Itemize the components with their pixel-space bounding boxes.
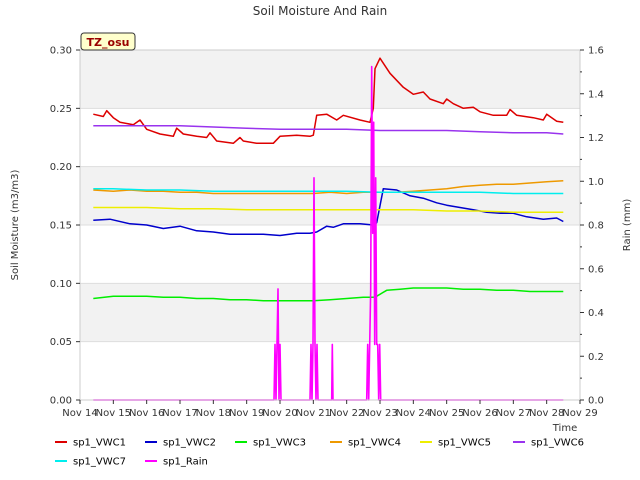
series-line-sp1-vwc6 xyxy=(93,125,564,135)
x-tick-label: Nov 16 xyxy=(129,408,164,419)
y2-tick-label: 1.2 xyxy=(588,133,604,144)
grid-band xyxy=(80,108,580,167)
grid-band xyxy=(80,341,580,400)
y2-tick-label: 0.2 xyxy=(588,352,604,363)
legend-label: sp1_VWC2 xyxy=(163,438,216,449)
series-line-sp1-vwc3 xyxy=(93,287,564,302)
legend-entry: sp1_VWC1 xyxy=(55,438,126,449)
legend-label: sp1_VWC6 xyxy=(531,438,584,449)
x-tick-label: Nov 27 xyxy=(496,408,531,419)
tag-box xyxy=(80,32,136,51)
x-tick-label: Nov 17 xyxy=(162,408,197,419)
legend-entry: sp1_VWC4 xyxy=(330,438,401,449)
grid-band xyxy=(80,283,580,342)
legend: sp1_VWC1 sp1_VWC2 sp1_VWC3 sp1_VWC4 sp1_VWC5… xyxy=(55,438,584,468)
y2-axis-ticks: 0.0 0.2 0.4 0.6 0.8 1.0 1.2 1.4 1.6 xyxy=(580,46,604,407)
legend-label: sp1_VWC5 xyxy=(438,438,491,449)
y-tick-label: 0.05 xyxy=(50,337,72,348)
legend-label: sp1_VWC4 xyxy=(348,438,401,449)
legend-entry: sp1_VWC6 xyxy=(513,438,584,449)
y-tick-label: 0.30 xyxy=(50,46,72,57)
grid-band xyxy=(80,225,580,284)
x-tick-label: Nov 22 xyxy=(329,408,364,419)
y2-tick-label: 1.6 xyxy=(588,46,604,57)
legend-label: sp1_VWC7 xyxy=(73,457,126,468)
legend-entry: sp1_Rain xyxy=(145,457,208,468)
y-tick-label: 0.15 xyxy=(50,221,72,232)
x-tick-label: Nov 25 xyxy=(429,408,464,419)
y-tick-label: 0.00 xyxy=(50,396,72,407)
x-tick-label: Nov 14 xyxy=(62,408,97,419)
legend-label: sp1_VWC3 xyxy=(253,438,306,449)
x-tick-label: Nov 15 xyxy=(96,408,131,419)
tag-label: TZ_osu xyxy=(87,36,130,49)
y-tick-label: 0.20 xyxy=(50,162,72,173)
y-axis-ticks: 0.00 0.05 0.10 0.15 0.20 0.25 0.30 xyxy=(50,46,80,407)
y2-tick-label: 0.4 xyxy=(588,308,604,319)
x-tick-label: Nov 23 xyxy=(362,408,397,419)
x-tick-label: Nov 19 xyxy=(229,408,264,419)
x-tick-label: Nov 26 xyxy=(462,408,497,419)
grid-band xyxy=(80,50,580,109)
y-tick-label: 0.10 xyxy=(50,279,72,290)
grid-band xyxy=(80,166,580,225)
x-tick-label: Nov 28 xyxy=(529,408,564,419)
y2-tick-label: 1.0 xyxy=(588,177,604,188)
y-tick-label: 0.25 xyxy=(50,104,72,115)
legend-entry: sp1_VWC2 xyxy=(145,438,216,449)
series-line-sp1-vwc2 xyxy=(93,188,564,237)
x-axis-label: Time xyxy=(552,423,577,434)
y2-tick-label: 0.8 xyxy=(588,221,604,232)
legend-label: sp1_VWC1 xyxy=(73,438,126,449)
y2-tick-label: 0.6 xyxy=(588,264,604,275)
grid-bands xyxy=(80,50,580,400)
legend-entry: sp1_VWC5 xyxy=(420,438,491,449)
x-tick-label: Nov 24 xyxy=(396,408,431,419)
x-tick-label: Nov 29 xyxy=(562,408,597,419)
y2-tick-label: 1.4 xyxy=(588,89,604,100)
y-axis-label: Soil Moisture (m3/m3) xyxy=(10,170,21,281)
legend-entry: sp1_VWC3 xyxy=(235,438,306,449)
x-tick-label: Nov 20 xyxy=(262,408,297,419)
legend-entry: sp1_VWC7 xyxy=(55,457,126,468)
y2-axis-label: Rain (mm) xyxy=(622,199,633,252)
y2-tick-label: 0.0 xyxy=(588,396,604,407)
series-line-sp1-vwc7 xyxy=(93,188,564,195)
series-line-sp1-vwc1 xyxy=(93,57,564,145)
series-line-sp1-vwc5 xyxy=(93,206,564,213)
chart-title: Soil Moisture And Rain xyxy=(253,4,388,18)
x-tick-label: Nov 21 xyxy=(296,408,331,419)
x-tick-label: Nov 18 xyxy=(196,408,231,419)
series-line-sp1-vwc4 xyxy=(93,179,564,195)
legend-label: sp1_Rain xyxy=(163,457,208,468)
tz-osu-tag: TZ_osu xyxy=(80,32,136,51)
